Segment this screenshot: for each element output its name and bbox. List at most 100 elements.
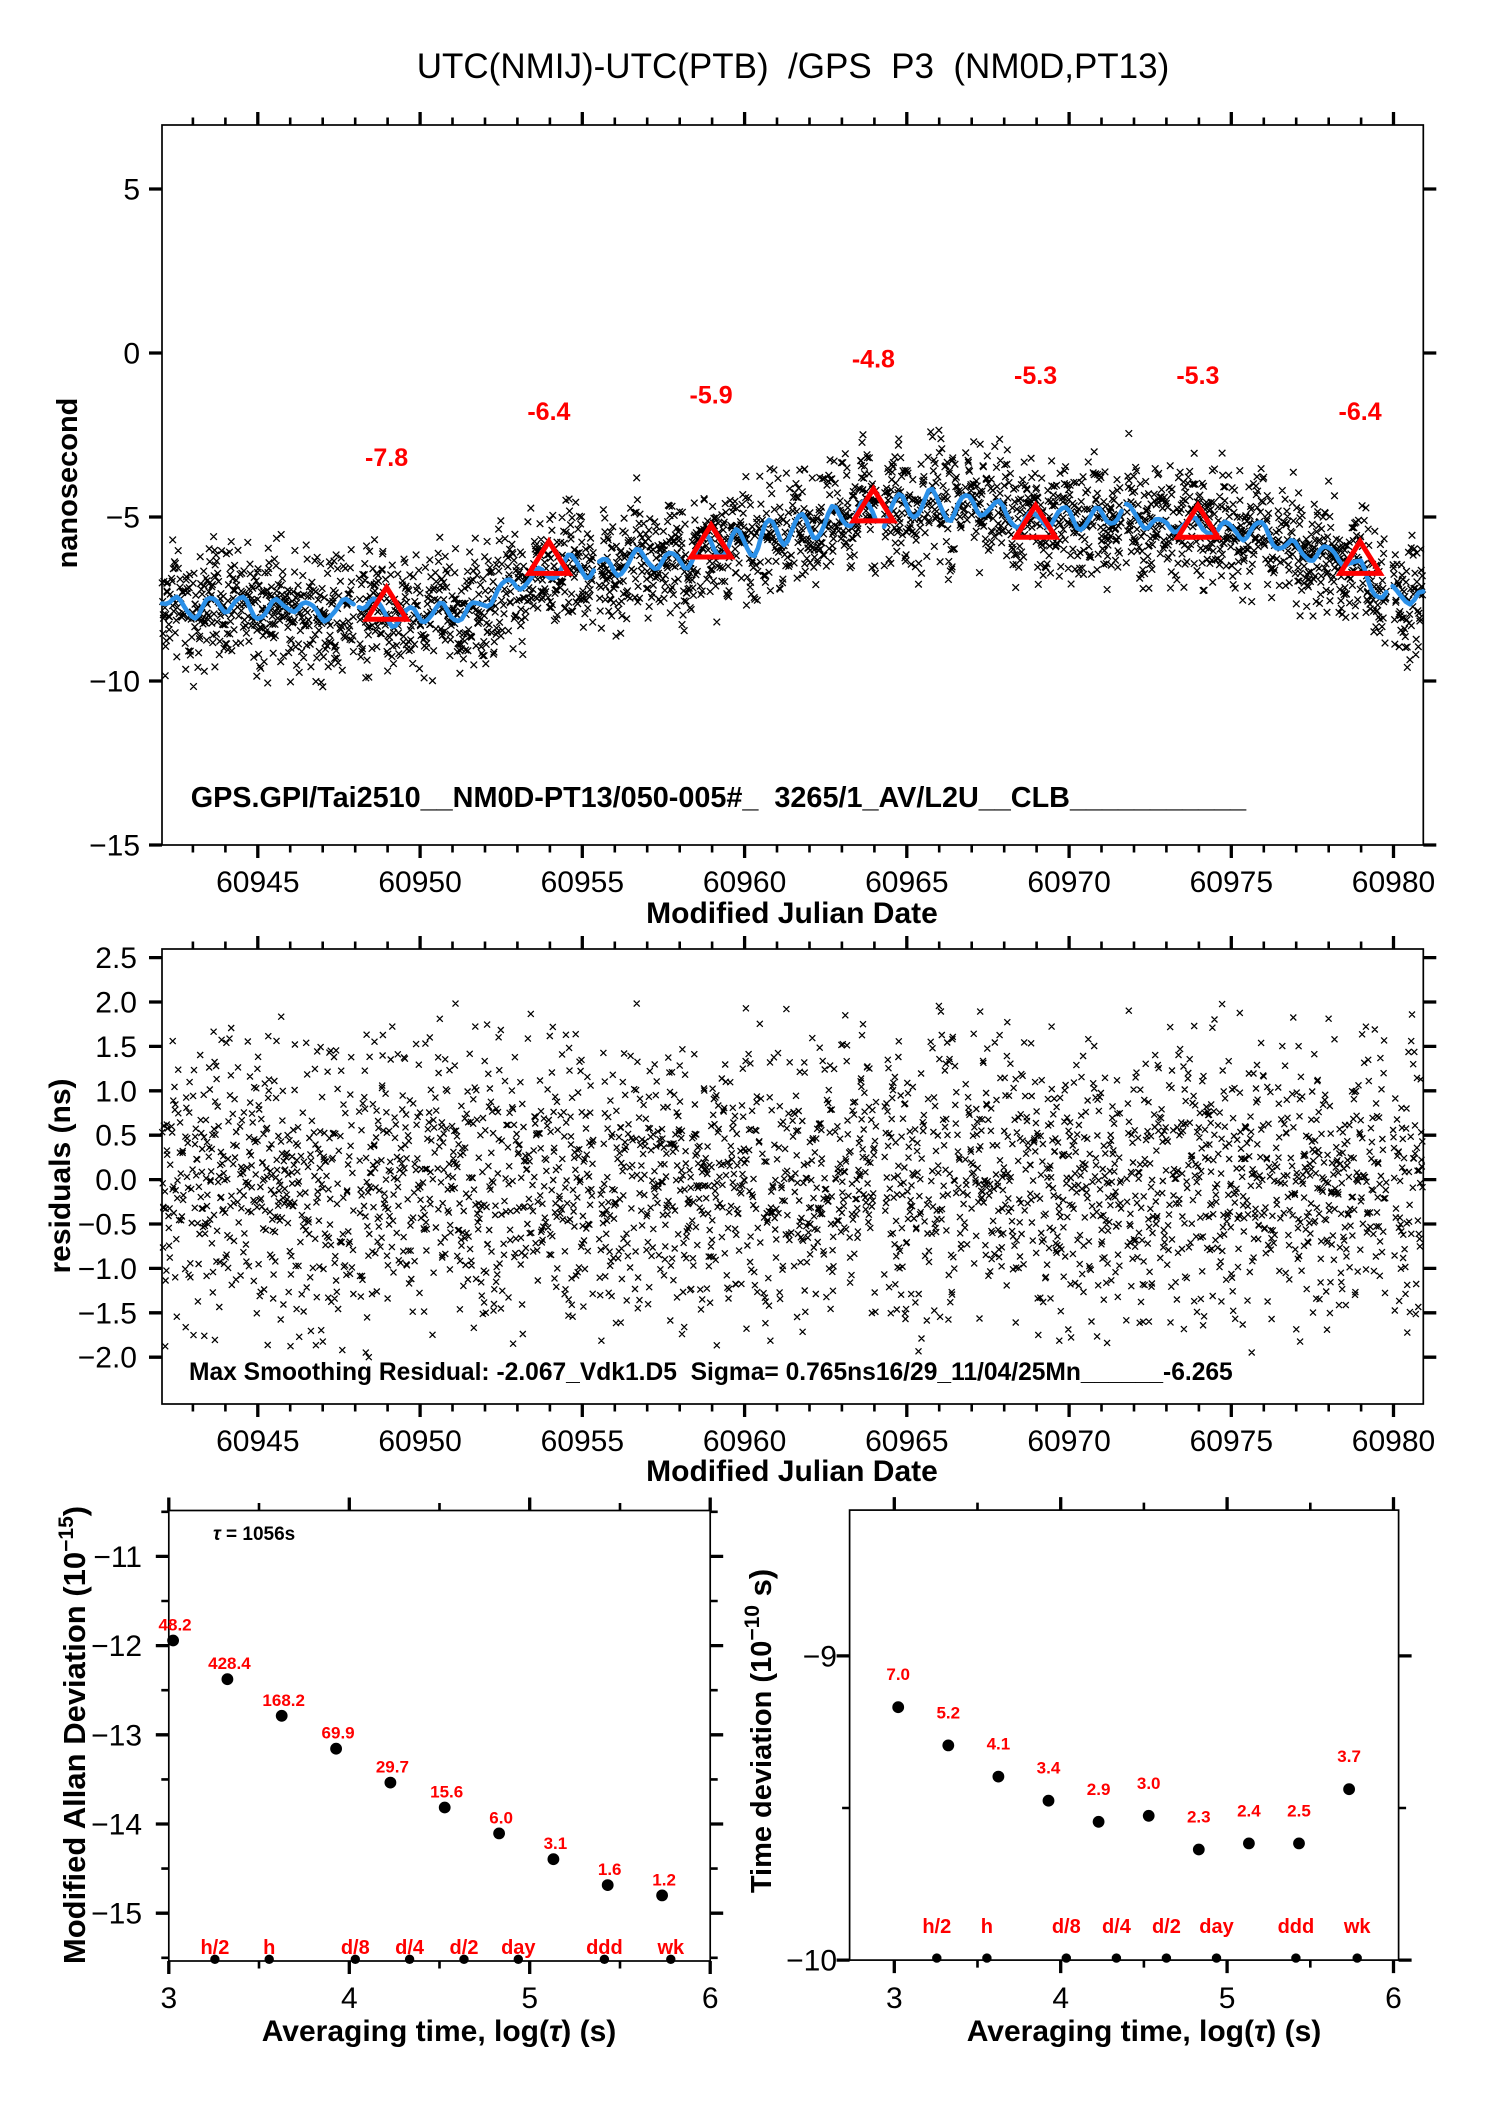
- svg-text:3: 3: [160, 1982, 177, 2015]
- svg-text:3.7: 3.7: [1337, 1747, 1361, 1766]
- svg-text:−1.5: −1.5: [78, 1297, 137, 1330]
- svg-text:d/8: d/8: [341, 1937, 370, 1959]
- svg-text:−5: −5: [106, 502, 140, 535]
- svg-text:day: day: [501, 1937, 536, 1959]
- svg-text:4: 4: [341, 1982, 358, 2015]
- svg-text:-4.8: -4.8: [852, 345, 895, 373]
- svg-text:60955: 60955: [541, 1425, 624, 1458]
- svg-text:−0.5: −0.5: [78, 1209, 137, 1242]
- svg-text:-6.4: -6.4: [1339, 398, 1382, 426]
- svg-text:Modified Julian Date: Modified Julian Date: [646, 897, 938, 930]
- svg-text:3.0: 3.0: [1137, 1774, 1161, 1793]
- svg-text:60945: 60945: [216, 1425, 299, 1458]
- svg-text:-6.4: -6.4: [527, 398, 570, 426]
- svg-text:168.2: 168.2: [262, 1691, 305, 1710]
- svg-text:-5.3: -5.3: [1176, 362, 1219, 390]
- svg-text:Max Smoothing Residual: -2.067: Max Smoothing Residual: -2.067_Vdk1.D5 S…: [189, 1359, 1233, 1386]
- svg-text:GPS.GPI/Tai2510__NM0D-PT13/050: GPS.GPI/Tai2510__NM0D-PT13/050-005#_ 326…: [191, 782, 1247, 814]
- svg-text:4.1: 4.1: [987, 1735, 1011, 1754]
- svg-text:1.5: 1.5: [95, 1031, 137, 1064]
- svg-text:−12: −12: [91, 1630, 142, 1663]
- svg-text:60960: 60960: [703, 1425, 786, 1458]
- svg-text:1.2: 1.2: [652, 1870, 676, 1889]
- svg-text:-7.8: -7.8: [365, 444, 408, 472]
- svg-text:0: 0: [123, 338, 140, 371]
- svg-text:d/4: d/4: [1102, 1916, 1132, 1938]
- svg-text:UTC(NMIJ)-UTC(PTB) /GPS P3: UTC(NMIJ)-UTC(PTB) /GPS P3 (NM0D,PT13): [417, 47, 1170, 86]
- svg-text:69.9: 69.9: [322, 1724, 355, 1743]
- svg-text:h/2: h/2: [922, 1916, 951, 1938]
- svg-text:−10: −10: [89, 666, 140, 699]
- svg-text:d/8: d/8: [1052, 1916, 1081, 1938]
- svg-text:60965: 60965: [865, 1425, 948, 1458]
- svg-text:60980: 60980: [1352, 866, 1435, 899]
- svg-text:60970: 60970: [1027, 1425, 1110, 1458]
- svg-text:60950: 60950: [378, 866, 461, 899]
- svg-text:6: 6: [702, 1982, 719, 2015]
- svg-text:60960: 60960: [703, 866, 786, 899]
- svg-text:60970: 60970: [1027, 866, 1110, 899]
- svg-text:−1.0: −1.0: [78, 1253, 137, 1286]
- svg-text:2.9: 2.9: [1087, 1780, 1111, 1799]
- svg-text:1.0: 1.0: [95, 1075, 137, 1108]
- svg-text:ddd: ddd: [586, 1937, 623, 1959]
- svg-text:2.5: 2.5: [1287, 1801, 1311, 1820]
- svg-text:−11: −11: [93, 1541, 142, 1574]
- svg-text:d/4: d/4: [395, 1937, 425, 1959]
- svg-text:60975: 60975: [1190, 1425, 1273, 1458]
- svg-text:5.2: 5.2: [936, 1703, 960, 1722]
- svg-text:h/2: h/2: [200, 1937, 229, 1959]
- svg-text:Averaging time, log(τ) (s): Averaging time, log(τ) (s): [967, 2015, 1322, 2048]
- svg-text:Modified Julian Date: Modified Julian Date: [646, 1455, 938, 1488]
- svg-text:d/2: d/2: [450, 1937, 479, 1959]
- svg-text:5: 5: [521, 1982, 538, 2015]
- svg-text:h: h: [981, 1916, 993, 1938]
- svg-text:wk: wk: [1343, 1916, 1372, 1938]
- svg-text:0.0: 0.0: [95, 1164, 137, 1197]
- svg-text:d/2: d/2: [1152, 1916, 1181, 1938]
- svg-text:−9: −9: [803, 1640, 837, 1673]
- svg-text:−14: −14: [91, 1809, 142, 1842]
- svg-text:60950: 60950: [378, 1425, 461, 1458]
- svg-text:29.7: 29.7: [376, 1758, 409, 1777]
- svg-text:h: h: [263, 1937, 275, 1959]
- svg-text:4: 4: [1052, 1982, 1069, 2015]
- svg-text:0.5: 0.5: [95, 1120, 137, 1153]
- svg-text:6: 6: [1385, 1982, 1402, 2015]
- svg-text:Modified Allan Deviation (10−1: Modified Allan Deviation (10−15): [55, 1506, 92, 1964]
- svg-text:2.4: 2.4: [1237, 1801, 1261, 1820]
- svg-text:60980: 60980: [1352, 1425, 1435, 1458]
- svg-text:5: 5: [1219, 1982, 1236, 2015]
- svg-text:-5.3: -5.3: [1014, 362, 1057, 390]
- svg-text:15.6: 15.6: [430, 1783, 463, 1802]
- svg-text:60945: 60945: [216, 866, 299, 899]
- svg-text:Time deviation (10−10 s): Time deviation (10−10 s): [741, 1569, 778, 1893]
- svg-text:wk: wk: [656, 1937, 685, 1959]
- svg-text:60965: 60965: [865, 866, 948, 899]
- svg-text:5: 5: [123, 174, 140, 207]
- svg-text:ddd: ddd: [1278, 1916, 1315, 1938]
- svg-text:3: 3: [886, 1982, 903, 2015]
- svg-text:2.0: 2.0: [95, 987, 137, 1020]
- svg-text:−15: −15: [91, 1898, 142, 1931]
- svg-text:−10: −10: [786, 1945, 837, 1978]
- svg-text:−13: −13: [91, 1719, 142, 1752]
- svg-text:nanosecond: nanosecond: [52, 398, 84, 569]
- svg-text:48.2: 48.2: [159, 1616, 192, 1635]
- svg-text:−15: −15: [89, 830, 140, 863]
- svg-text:428.4: 428.4: [208, 1654, 251, 1673]
- svg-text:2.5: 2.5: [95, 942, 137, 975]
- svg-text:60955: 60955: [541, 866, 624, 899]
- svg-text:3.4: 3.4: [1037, 1759, 1061, 1778]
- svg-text:residuals (ns): residuals (ns): [44, 1078, 77, 1273]
- svg-text:7.0: 7.0: [886, 1665, 910, 1684]
- svg-text:−2.0: −2.0: [78, 1342, 137, 1375]
- svg-text:3.1: 3.1: [544, 1834, 568, 1853]
- svg-text:τ = 1056s: τ = 1056s: [213, 1524, 295, 1545]
- svg-text:-5.9: -5.9: [690, 382, 733, 410]
- svg-text:2.3: 2.3: [1187, 1808, 1211, 1827]
- svg-text:6.0: 6.0: [489, 1808, 513, 1827]
- svg-text:60975: 60975: [1190, 866, 1273, 899]
- svg-text:day: day: [1199, 1916, 1234, 1938]
- svg-text:1.6: 1.6: [598, 1860, 622, 1879]
